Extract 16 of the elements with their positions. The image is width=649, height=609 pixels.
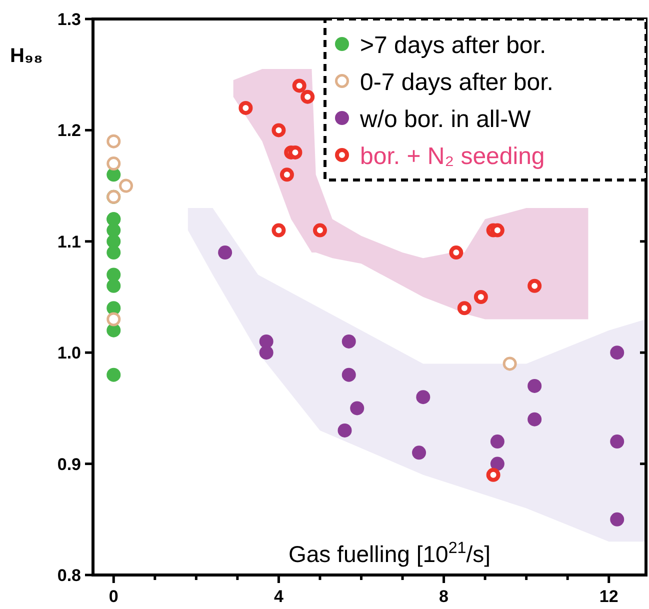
y-tick-label: 0.9 [57,454,81,474]
y-tick-label: 1.3 [57,10,81,29]
y-tick-label: 1.2 [57,121,81,140]
x-tick-label: 8 [439,587,449,606]
x-tick-label: 0 [108,587,118,606]
x-tick-label: 12 [599,587,618,606]
x-axis-title: Gas fuelling [10$^{21}$/s] [288,539,491,567]
y-tick-label: 1.1 [57,232,81,252]
y-tick-label: 1.0 [57,344,81,363]
y-axis-title: H₉₈ [10,45,43,67]
x-tick-label: 4 [274,587,284,606]
legend-label: bor. + N₂ seeding [360,143,545,170]
legend-label: 0-7 days after bor. [360,69,554,96]
legend-label: >7 days after bor. [360,32,546,59]
legend-label: w/o bor. in all-W [359,106,532,133]
y-tick-label: 0.8 [57,566,81,585]
